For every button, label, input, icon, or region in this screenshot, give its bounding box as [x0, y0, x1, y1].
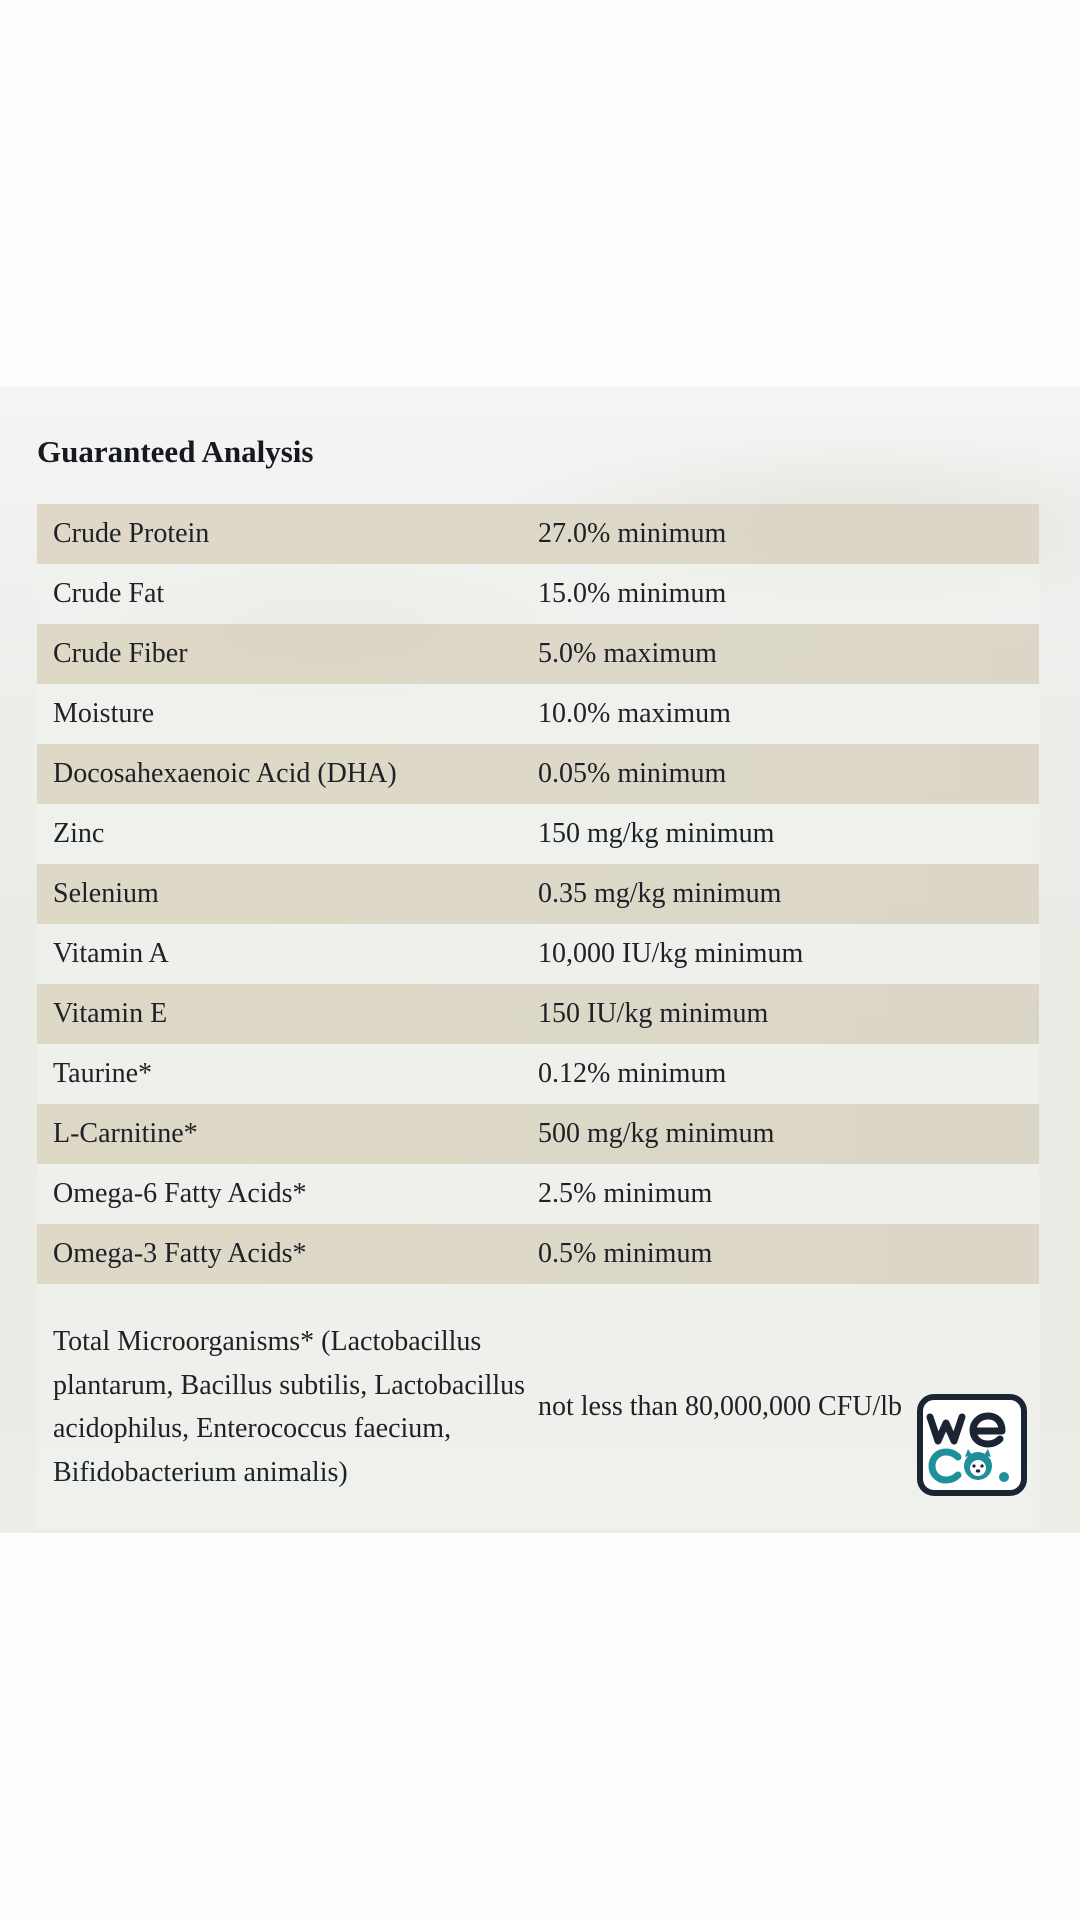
table-row: Vitamin E 150 IU/kg minimum — [37, 984, 1039, 1044]
nutrient-value: 5.0% maximum — [538, 638, 717, 669]
table-row: Selenium 0.35 mg/kg minimum — [37, 864, 1039, 924]
nutrient-name: Crude Fiber — [53, 638, 188, 669]
table-row: Total Microorganisms* (Lactobacillus pla… — [37, 1284, 1039, 1530]
nutrient-name: Zinc — [53, 818, 105, 849]
table-row: Crude Fat 15.0% minimum — [37, 564, 1039, 624]
nutrient-value: 0.12% minimum — [538, 1058, 727, 1089]
nutrient-name: Total Microorganisms* (Lactobacillus pla… — [53, 1326, 526, 1488]
nutrient-value: 0.05% minimum — [538, 758, 727, 789]
table-row: Vitamin A 10,000 IU/kg minimum — [37, 924, 1039, 984]
table-row: Omega-6 Fatty Acids* 2.5% minimum — [37, 1164, 1039, 1224]
nutrient-name: Crude Fat — [53, 578, 165, 609]
table-row: Crude Fiber 5.0% maximum — [37, 624, 1039, 684]
weco-logo-icon — [917, 1394, 1027, 1496]
nutrient-name: L-Carnitine* — [53, 1118, 198, 1149]
table-row: Moisture 10.0% maximum — [37, 684, 1039, 744]
section-title: Guaranteed Analysis — [37, 434, 314, 469]
nutrient-name: Moisture — [53, 698, 155, 729]
nutrient-value: 10,000 IU/kg minimum — [538, 938, 804, 969]
nutrient-value: 150 IU/kg minimum — [538, 998, 769, 1029]
nutrient-value: 500 mg/kg minimum — [538, 1118, 775, 1149]
nutrient-value: 0.5% minimum — [538, 1238, 713, 1269]
nutrient-value: not less than 80,000,000 CFU/lb — [538, 1391, 903, 1422]
table-row: Omega-3 Fatty Acids* 0.5% minimum — [37, 1224, 1039, 1284]
nutrient-value: 150 mg/kg minimum — [538, 818, 775, 849]
nutrient-value: 27.0% minimum — [538, 518, 727, 549]
nutrient-name: Vitamin E — [53, 998, 168, 1029]
nutrient-name: Docosahexaenoic Acid (DHA) — [53, 758, 397, 789]
nutrient-value: 2.5% minimum — [538, 1178, 713, 1209]
table-row: Taurine* 0.12% minimum — [37, 1044, 1039, 1104]
nutrient-name: Omega-3 Fatty Acids* — [53, 1238, 307, 1269]
nutrient-name: Taurine* — [53, 1058, 153, 1089]
nutrient-name: Selenium — [53, 878, 159, 909]
nutrient-value: 0.35 mg/kg minimum — [538, 878, 782, 909]
table-row: Crude Protein 27.0% minimum — [37, 504, 1039, 564]
nutrient-value: 10.0% maximum — [538, 698, 731, 729]
analysis-table: Crude Protein 27.0% minimum Crude Fat 15… — [37, 504, 1039, 1530]
nutrient-value: 15.0% minimum — [538, 578, 727, 609]
nutrient-name: Vitamin A — [53, 938, 169, 969]
nutrient-name: Omega-6 Fatty Acids* — [53, 1178, 307, 1209]
table-row: Zinc 150 mg/kg minimum — [37, 804, 1039, 864]
table-row: L-Carnitine* 500 mg/kg minimum — [37, 1104, 1039, 1164]
table-row: Docosahexaenoic Acid (DHA) 0.05% minimum — [37, 744, 1039, 804]
guaranteed-analysis-panel: Guaranteed Analysis Crude Protein 27.0% … — [0, 387, 1080, 1533]
nutrient-name: Crude Protein — [53, 518, 210, 549]
